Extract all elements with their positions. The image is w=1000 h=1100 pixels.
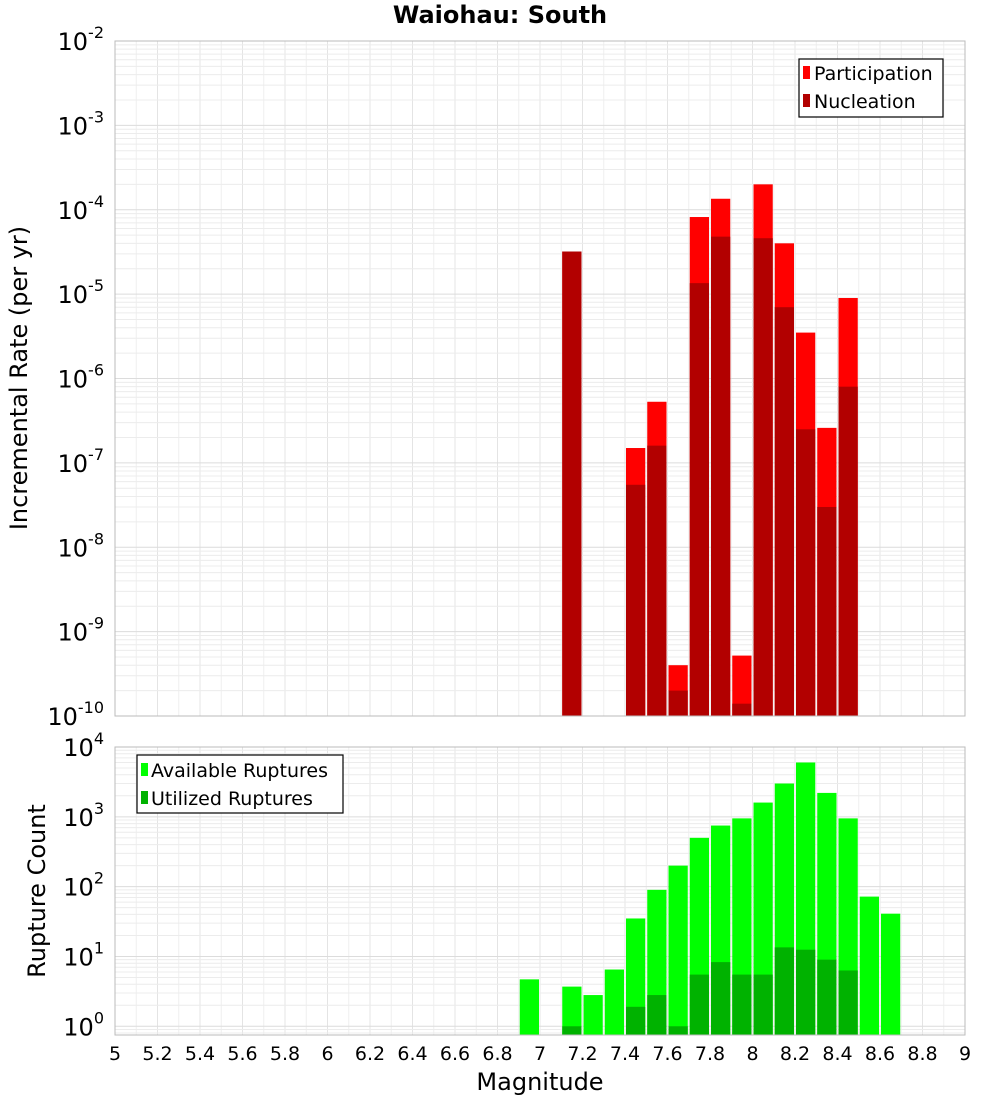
bottom-bar-utilized-ruptures [753,974,773,1035]
x-tick-label: 5.2 [142,1043,172,1065]
x-tick-label: 8.6 [865,1043,895,1065]
bottom-y-tick-label: 104 [63,729,104,762]
top-y-tick-label: 10-5 [58,276,105,309]
top-bar-nucleation [774,307,794,716]
bottom-y-tick-label: 102 [63,869,104,902]
top-bar-nucleation [668,690,688,716]
legend-swatch-participation [803,66,810,79]
top-bar-nucleation [796,429,816,716]
x-tick-label: 5 [109,1043,121,1065]
x-tick-labels: 5 5.2 5.4 5.6 5.8 6 6.2 6.4 6.6 6.8 7 7.2 7.4 7.6 7.8 8… [109,1043,971,1065]
bottom-bar-utilized-ruptures [711,962,731,1035]
bottom-bar-available-ruptures [626,918,646,1035]
legend-label-utilized: Utilized Ruptures [151,788,313,810]
bottom-plot-frame [114,746,966,1036]
bottom-bar-available-ruptures [604,969,624,1035]
x-tick-label: 6 [321,1043,333,1065]
x-tick-label: 7.4 [610,1043,640,1065]
top-bar-nucleation [732,703,752,716]
bottom-bar-utilized-ruptures [774,947,794,1035]
top-bar-nucleation [647,445,667,716]
bottom-bar-available-ruptures [668,865,688,1035]
bottom-bar-available-ruptures [562,986,582,1035]
bottom-bar-utilized-ruptures [732,974,752,1035]
top-y-tick-labels: 10-10 10-9 10-8 10-7 10-6 10-5 10-4 10-3 10-2 [47,23,104,731]
x-tick-label: 7.8 [695,1043,725,1065]
top-legend: Participation Nucleation [798,58,944,118]
top-bar-nucleation [626,484,646,716]
legend-swatch-utilized [141,791,148,804]
x-tick-label: 8.8 [907,1043,937,1065]
bottom-bar-utilized-ruptures [668,1026,688,1035]
top-y-tick-label: 10-2 [58,23,105,56]
bottom-y-tick-label: 101 [63,938,104,971]
top-chart-bars [562,184,858,717]
bottom-bar-utilized-ruptures [689,974,709,1035]
top-bar-participation [732,655,752,716]
x-tick-label: 8.2 [780,1043,810,1065]
x-tick-label: 8.4 [822,1043,852,1065]
top-y-tick-label: 10-9 [58,614,105,647]
top-y-tick-label: 10-6 [58,361,105,394]
bottom-bar-utilized-ruptures [562,1026,582,1035]
bottom-y-axis-title: Rupture Count [23,804,51,978]
chart-title: Waiohau: South [393,1,607,29]
x-tick-label: 6.2 [355,1043,385,1065]
bottom-y-tick-label: 103 [63,799,104,832]
top-bar-nucleation [711,236,731,716]
x-tick-label: 5.4 [185,1043,215,1065]
bottom-y-tick-label: 100 [63,1008,104,1041]
x-tick-label: 7.6 [652,1043,682,1065]
x-axis-title: Magnitude [476,1068,603,1096]
bottom-bar-available-ruptures [859,896,879,1035]
bottom-bar-available-ruptures [881,913,901,1035]
top-bar-nucleation [817,506,837,716]
x-tick-label: 6.4 [397,1043,427,1065]
bottom-y-tick-labels: 100 101 102 103 104 [63,729,104,1041]
legend-swatch-nucleation [803,94,810,107]
top-plot-frame [114,40,966,717]
top-bar-nucleation [562,251,582,716]
top-y-tick-label: 10-3 [58,107,105,140]
bottom-bar-utilized-ruptures [647,995,667,1035]
legend-label-available: Available Ruptures [151,760,328,782]
bottom-bar-utilized-ruptures [796,949,816,1035]
top-bar-nucleation [689,283,709,716]
x-tick-label: 5.8 [270,1043,300,1065]
top-y-tick-label: 10-7 [58,445,105,478]
top-y-axis-title: Incremental Rate (per yr) [5,226,33,530]
bottom-legend: Available Ruptures Utilized Ruptures [136,754,344,814]
x-tick-label: 8 [746,1043,758,1065]
x-tick-label: 5.6 [227,1043,257,1065]
bottom-bar-utilized-ruptures [626,1006,646,1035]
bottom-bar-utilized-ruptures [817,959,837,1035]
bottom-chart-bars [519,762,901,1035]
top-y-tick-label: 10-4 [58,192,105,225]
legend-swatch-available [141,763,148,776]
x-tick-label: 7 [534,1043,546,1065]
top-bar-nucleation [753,238,773,716]
top-chart-grid [114,41,966,717]
x-tick-label: 9 [959,1043,971,1065]
legend-label-nucleation: Nucleation [814,91,916,113]
x-tick-label: 6.8 [482,1043,512,1065]
legend-label-participation: Participation [814,63,933,85]
top-y-tick-label: 10-10 [47,698,104,731]
bottom-bar-available-ruptures [519,979,539,1035]
top-bar-nucleation [838,386,858,716]
x-tick-label: 6.6 [440,1043,470,1065]
bottom-bar-utilized-ruptures [838,970,858,1035]
top-y-tick-label: 10-8 [58,529,105,562]
bottom-bar-available-ruptures [583,995,603,1035]
x-tick-label: 7.2 [567,1043,597,1065]
